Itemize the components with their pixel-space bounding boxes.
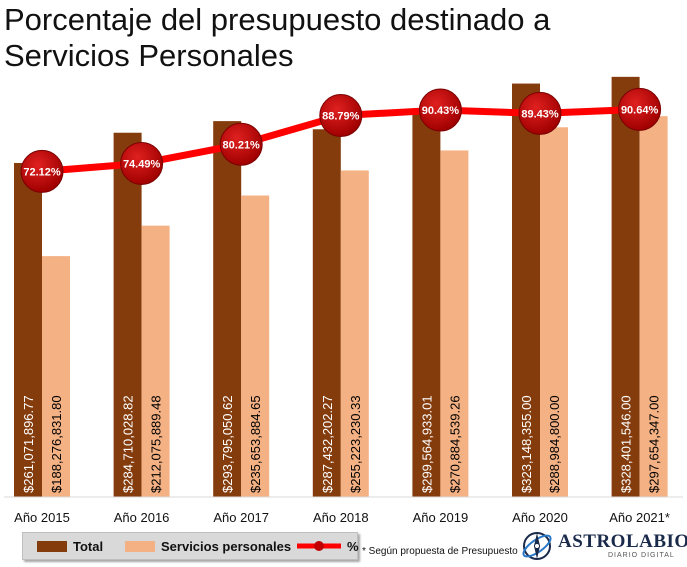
astrolabio-logo: ASTROLABIO DIARIO DIGITAL (516, 528, 687, 564)
bar-total-3 (213, 121, 242, 497)
percent-label-5: 90.43% (422, 105, 460, 117)
bar-total-5 (412, 113, 441, 498)
bar-servicios-label-7: $297,654,347.00 (647, 395, 662, 493)
percent-label-7: 90.64% (621, 104, 659, 116)
bar-servicios-label-5: $270,884,539.26 (447, 395, 462, 493)
legend-swatch-total (37, 540, 67, 552)
percent-marker-3 (219, 122, 263, 166)
percent-marker-2 (120, 141, 164, 185)
percent-marker-6 (518, 91, 562, 135)
bar-servicios-label-4: $255,223,230.33 (348, 395, 363, 493)
bar-total-2 (113, 132, 142, 497)
x-tick-label-6: Año 2020 (512, 510, 568, 525)
x-tick-label-3: Año 2017 (213, 510, 269, 525)
percent-marker-7 (618, 87, 662, 131)
bar-total-7 (611, 76, 640, 497)
percent-label-1: 72.12% (23, 166, 61, 178)
bar-total-label-7: $328,401,546.00 (619, 395, 634, 493)
percent-label-6: 89.43% (521, 108, 559, 120)
logo-tagline: DIARIO DIGITAL (608, 552, 675, 559)
percent-marker-5 (418, 88, 462, 132)
bar-line-chart: $261,071,896.77 $188,276,831.80 $284,710,0… (4, 76, 683, 525)
legend-label-total: Total (73, 538, 104, 554)
bar-servicios-6 (540, 127, 568, 498)
percent-marker-1 (20, 149, 64, 193)
percent-label-4: 88.79% (322, 111, 360, 123)
logo-name: ASTROLABIO (558, 531, 687, 552)
legend-swatch-servicios (125, 540, 155, 552)
chart-title-line-2: Servicios Personales (4, 38, 294, 73)
legend-item-percent: % (295, 533, 359, 559)
astrolabe-icon (522, 532, 552, 560)
bar-servicios-4 (340, 170, 369, 497)
bar-servicios-5 (440, 150, 469, 498)
legend: Total Servicios personales % (22, 532, 359, 560)
bar-servicios-label-3: $235,653,884.65 (248, 395, 263, 493)
x-tick-label-4: Año 2018 (313, 510, 369, 525)
bar-servicios-label-1: $188,276,831.80 (49, 395, 64, 493)
x-tick-label-1: Año 2015 (14, 510, 70, 525)
bar-total-label-2: $284,710,028.82 (121, 395, 136, 493)
line-layer: 72.12% 74.49% 80.21% 88.79% 90.43% 89.43% 90.6… (20, 87, 662, 193)
chart-title-line-1: Porcentaje del presupuesto destinado a (4, 2, 551, 37)
legend-item-total: Total (37, 533, 103, 559)
percent-label-3: 80.21% (223, 139, 261, 151)
x-axis: Año 2015 Año 2016 Año 2017 Año 2018 Año 2019… (4, 496, 683, 525)
bar-servicios-label-6: $288,984,800.00 (547, 395, 562, 493)
bar-servicios-1 (42, 256, 70, 497)
bar-total-label-4: $287,432,202.27 (320, 395, 335, 493)
bars-layer: $261,071,896.77 $188,276,831.80 $284,710,0… (14, 76, 668, 498)
bar-total-1 (14, 162, 42, 497)
bar-total-label-3: $293,795,050.62 (220, 395, 235, 493)
x-tick-label-2: Año 2016 (114, 510, 170, 525)
legend-label-percent: % (347, 538, 359, 554)
chart-title: Porcentaje del presupuesto destinado a S… (4, 2, 684, 74)
bar-servicios-2 (141, 225, 170, 498)
bar-total-6 (512, 83, 540, 498)
percent-label-2: 74.49% (123, 158, 161, 170)
bar-total-label-5: $299,564,933.01 (419, 395, 434, 493)
x-tick-label-7: Año 2021* (609, 510, 670, 525)
footnote: * Según propuesta de Presupuesto (362, 546, 518, 557)
legend-label-servicios: Servicios personales (161, 538, 292, 554)
legend-swatch-percent (297, 541, 341, 551)
percent-marker-4 (319, 94, 363, 138)
bar-servicios-7 (639, 116, 668, 498)
x-tick-label-5: Año 2019 (413, 510, 469, 525)
bar-total-4 (312, 129, 341, 497)
legend-item-servicios: Servicios personales (125, 533, 291, 559)
bar-total-label-6: $323,148,355.00 (519, 395, 534, 493)
bar-servicios-3 (241, 195, 270, 497)
bar-total-label-1: $261,071,896.77 (21, 395, 36, 493)
bar-servicios-label-2: $212,075,889.48 (149, 395, 164, 493)
